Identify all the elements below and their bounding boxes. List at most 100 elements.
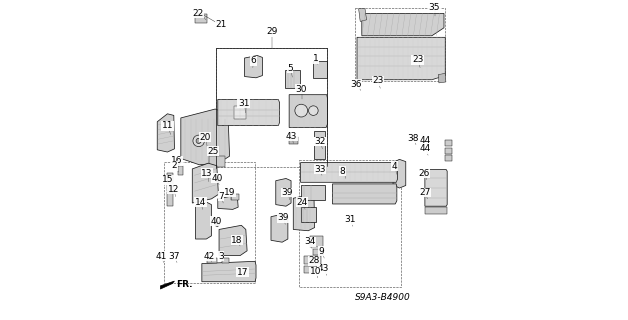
Bar — [445, 155, 452, 161]
Text: 32: 32 — [315, 137, 326, 146]
Circle shape — [308, 106, 318, 116]
Text: 11: 11 — [161, 121, 173, 130]
Text: 32: 32 — [315, 137, 326, 146]
Text: 17: 17 — [237, 268, 249, 277]
Circle shape — [216, 177, 221, 182]
Text: 41: 41 — [155, 252, 167, 261]
Text: 13: 13 — [201, 169, 213, 178]
Bar — [314, 131, 325, 159]
Text: 43: 43 — [318, 264, 329, 274]
Bar — [195, 13, 199, 16]
Bar — [195, 14, 207, 23]
Text: 10: 10 — [310, 267, 321, 276]
Bar — [222, 258, 229, 263]
Circle shape — [196, 138, 201, 143]
Circle shape — [295, 104, 308, 117]
Text: 23: 23 — [372, 76, 384, 85]
Bar — [313, 60, 327, 78]
Circle shape — [193, 135, 204, 147]
Bar — [304, 266, 319, 273]
Text: 2: 2 — [171, 161, 177, 170]
Text: 3: 3 — [218, 252, 224, 261]
Text: 31: 31 — [344, 215, 355, 224]
Text: 44: 44 — [420, 144, 431, 153]
Polygon shape — [218, 196, 238, 209]
Bar — [207, 258, 217, 263]
Text: 33: 33 — [314, 165, 325, 174]
Polygon shape — [276, 179, 291, 206]
Text: 44: 44 — [420, 136, 431, 145]
Bar — [216, 48, 327, 167]
Text: 12: 12 — [168, 185, 179, 194]
Text: 39: 39 — [277, 213, 288, 222]
Text: 40: 40 — [212, 174, 223, 183]
Text: 27: 27 — [419, 188, 431, 197]
Text: 5: 5 — [287, 64, 293, 73]
Bar — [210, 156, 225, 167]
Text: 34: 34 — [304, 237, 315, 246]
Bar — [284, 70, 300, 88]
Polygon shape — [271, 214, 288, 242]
Text: S9A3-B4900: S9A3-B4900 — [355, 292, 410, 301]
Text: 22: 22 — [192, 9, 203, 18]
Polygon shape — [181, 109, 230, 165]
Polygon shape — [362, 13, 444, 36]
Text: 35: 35 — [429, 3, 440, 12]
Polygon shape — [195, 202, 212, 239]
Bar — [445, 140, 452, 146]
Polygon shape — [244, 55, 263, 78]
Text: 26: 26 — [418, 169, 430, 178]
Bar — [301, 207, 316, 222]
Text: 38: 38 — [408, 134, 419, 143]
Polygon shape — [289, 95, 327, 127]
Text: 19: 19 — [224, 188, 236, 197]
Bar — [301, 185, 325, 200]
Bar — [234, 107, 246, 119]
Text: 20: 20 — [199, 132, 211, 141]
Text: 40: 40 — [210, 217, 222, 226]
Polygon shape — [425, 170, 447, 206]
Text: 29: 29 — [266, 28, 278, 36]
Polygon shape — [393, 159, 406, 188]
Polygon shape — [160, 281, 175, 289]
Text: 18: 18 — [231, 236, 242, 245]
Text: 28: 28 — [308, 256, 320, 265]
Polygon shape — [219, 225, 247, 256]
Polygon shape — [218, 100, 279, 125]
Bar — [425, 207, 447, 214]
Bar — [165, 162, 255, 283]
Text: 42: 42 — [204, 252, 215, 261]
Bar — [304, 256, 322, 264]
Bar — [178, 166, 183, 175]
Text: 1: 1 — [313, 54, 319, 63]
Text: 8: 8 — [340, 167, 345, 176]
Text: 43: 43 — [286, 132, 298, 140]
Polygon shape — [293, 195, 315, 231]
Text: 6: 6 — [251, 56, 256, 65]
Polygon shape — [301, 163, 398, 182]
Bar — [310, 236, 323, 247]
Text: 30: 30 — [295, 85, 306, 94]
Text: 21: 21 — [215, 20, 227, 29]
Text: 16: 16 — [171, 156, 183, 165]
Bar — [167, 193, 173, 206]
Text: 24: 24 — [296, 197, 308, 206]
Polygon shape — [357, 37, 445, 80]
Text: 25: 25 — [208, 147, 219, 156]
Polygon shape — [202, 261, 256, 282]
Bar — [167, 173, 173, 191]
Text: 14: 14 — [195, 197, 206, 206]
Polygon shape — [359, 9, 367, 21]
Bar — [445, 148, 452, 154]
Bar — [289, 137, 298, 144]
Bar — [313, 249, 323, 255]
Text: 36: 36 — [350, 80, 362, 89]
Text: FR.: FR. — [176, 280, 193, 289]
Bar — [230, 195, 239, 200]
Circle shape — [175, 160, 180, 165]
Text: 15: 15 — [161, 175, 173, 184]
Text: 23: 23 — [412, 55, 423, 64]
Text: 4: 4 — [391, 162, 397, 171]
Text: 39: 39 — [281, 188, 293, 197]
Circle shape — [215, 221, 220, 226]
